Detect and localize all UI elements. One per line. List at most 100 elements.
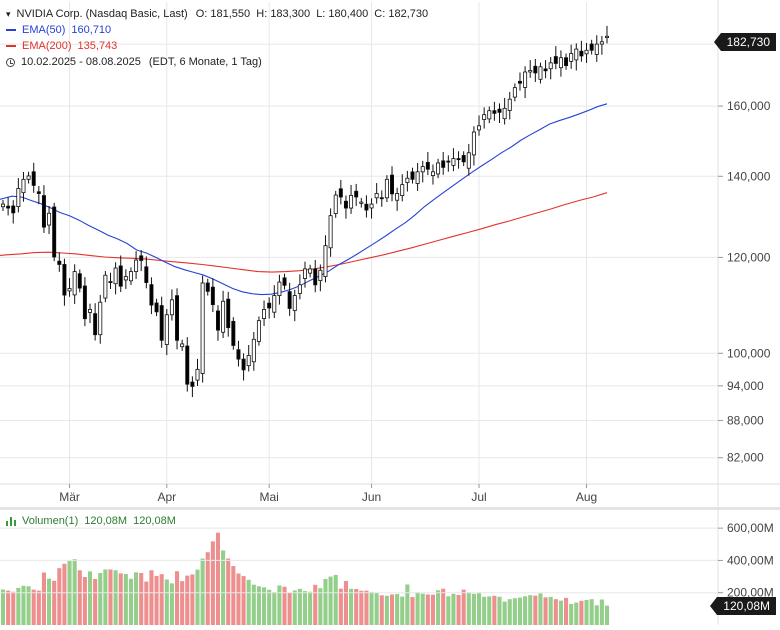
candle-body xyxy=(287,291,292,309)
candle-body xyxy=(379,197,384,200)
volume-bar xyxy=(231,566,236,625)
candle xyxy=(359,197,364,208)
candle-body xyxy=(57,260,62,265)
volume-legend: Volumen(1) 120,08M 120,08M xyxy=(6,515,176,527)
candle xyxy=(333,190,338,218)
candle-body xyxy=(226,298,231,329)
candle-body xyxy=(477,125,482,131)
candle xyxy=(282,273,287,290)
candle-body xyxy=(82,285,87,320)
candle-body xyxy=(533,65,538,74)
volume-bar xyxy=(52,580,57,625)
candle xyxy=(139,250,144,272)
candle xyxy=(221,290,226,339)
last-price-tag: 182,730 xyxy=(713,33,776,51)
ema200-swatch xyxy=(6,45,16,47)
candle xyxy=(175,288,180,350)
candle xyxy=(11,200,16,224)
candle xyxy=(523,66,528,99)
candle-body xyxy=(6,205,11,209)
candle-body xyxy=(256,320,261,342)
candle xyxy=(364,195,369,218)
candle-body xyxy=(456,158,461,161)
candle xyxy=(16,178,21,213)
ema50-value: 160,710 xyxy=(71,24,112,36)
candle-body xyxy=(149,284,154,306)
candle xyxy=(82,277,87,327)
volume-bar xyxy=(180,581,185,625)
volume-bar xyxy=(354,589,359,625)
volume-bar xyxy=(108,569,113,625)
candle xyxy=(471,126,476,166)
candle-body xyxy=(236,349,241,360)
volume-label: Volumen(1) xyxy=(22,515,79,527)
volume-bar xyxy=(400,596,405,625)
candle-body xyxy=(251,338,256,363)
volume-bar xyxy=(26,586,31,625)
candle-body xyxy=(430,171,435,176)
volume-bar xyxy=(62,563,67,625)
candle-body xyxy=(16,188,21,207)
candle-body xyxy=(594,43,599,55)
ohlc-values: O: 181,550 H: 183,300 L: 180,400 C: 182,… xyxy=(195,8,429,20)
legend-ema50[interactable]: EMA(50) 160,710 xyxy=(6,22,428,38)
candle-body xyxy=(395,193,400,201)
candle-body xyxy=(164,314,169,345)
candle xyxy=(272,285,277,319)
candle-body xyxy=(52,206,57,258)
volume-bar xyxy=(57,568,62,625)
candle-body xyxy=(328,215,333,249)
candle xyxy=(538,62,543,84)
volume-bar xyxy=(543,597,548,625)
candle xyxy=(134,251,139,280)
candle-body xyxy=(221,300,226,333)
legend-ema200[interactable]: EMA(200) 135,743 xyxy=(6,38,428,54)
volume-bar xyxy=(277,585,282,625)
candle xyxy=(492,101,497,121)
volume-bar xyxy=(246,579,251,625)
candle xyxy=(579,40,584,62)
volume-bar xyxy=(579,600,584,625)
ema200-line xyxy=(0,192,608,273)
volume-y-axis: 200,00M 400,00M 600,00M xyxy=(0,521,774,600)
candle-body xyxy=(482,114,487,120)
candle-body xyxy=(605,35,609,38)
volume-bar xyxy=(533,595,538,625)
volume-bar xyxy=(359,590,364,625)
candle xyxy=(569,44,574,69)
volume-bar xyxy=(430,594,436,625)
candle-body xyxy=(277,281,282,296)
candle-body xyxy=(169,299,174,316)
candle-body xyxy=(507,98,512,111)
candle xyxy=(6,197,11,216)
candle-body xyxy=(134,259,139,273)
candle xyxy=(512,83,517,102)
candle-body xyxy=(410,171,415,180)
candle-body xyxy=(123,276,128,281)
candle xyxy=(415,162,420,191)
volume-bar xyxy=(328,576,333,625)
candle xyxy=(461,151,466,167)
volume-bar xyxy=(564,597,569,625)
volume-bar xyxy=(389,594,395,625)
candle-body xyxy=(72,271,77,296)
candle xyxy=(231,317,236,350)
candle-body xyxy=(461,155,466,163)
candle xyxy=(88,303,93,324)
volume-bar xyxy=(139,573,144,625)
volume-bar xyxy=(461,589,466,625)
candle-body xyxy=(93,313,98,336)
candle-body xyxy=(77,273,82,289)
candle-body xyxy=(415,171,420,184)
candle-body xyxy=(538,66,543,80)
candle-body xyxy=(26,175,31,180)
volume-bar xyxy=(318,588,323,625)
chevron-down-icon[interactable]: ▾ xyxy=(6,9,11,19)
volume-bar xyxy=(343,580,348,625)
legend-title-row: ▾ NVIDIA Corp. (Nasdaq Basic, Last) O: 1… xyxy=(6,6,428,22)
volume-bar xyxy=(169,583,174,625)
volume-bar xyxy=(185,575,190,625)
candle xyxy=(558,50,563,77)
